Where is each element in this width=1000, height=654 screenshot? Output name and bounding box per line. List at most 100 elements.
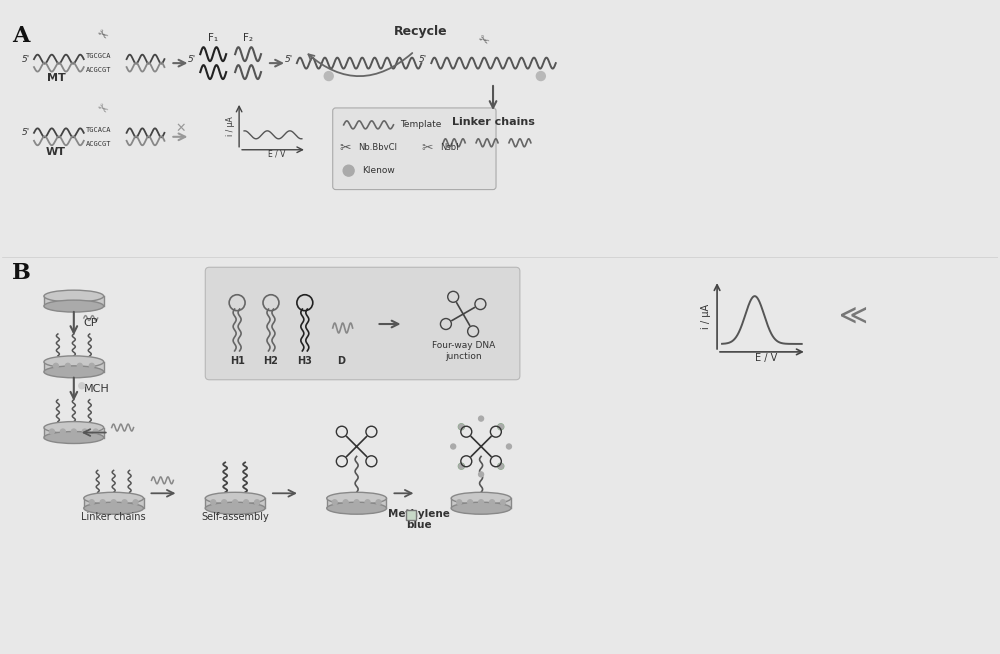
Circle shape xyxy=(376,500,381,505)
Circle shape xyxy=(459,464,464,469)
Ellipse shape xyxy=(205,492,265,504)
Text: Self-assembly: Self-assembly xyxy=(201,512,269,522)
Circle shape xyxy=(89,364,94,368)
Circle shape xyxy=(490,500,495,505)
Text: ✂: ✂ xyxy=(93,27,110,44)
Circle shape xyxy=(71,429,76,434)
Bar xyxy=(44,362,104,372)
Circle shape xyxy=(111,500,116,505)
Text: MCH: MCH xyxy=(84,384,110,394)
Text: ✂: ✂ xyxy=(340,141,351,155)
Bar xyxy=(327,498,386,508)
Text: ≪: ≪ xyxy=(839,302,868,330)
Circle shape xyxy=(498,463,504,469)
Circle shape xyxy=(82,429,87,434)
Text: H3: H3 xyxy=(297,356,312,366)
Circle shape xyxy=(211,500,216,505)
Circle shape xyxy=(324,71,333,80)
Bar xyxy=(84,498,144,508)
Text: TGCACA: TGCACA xyxy=(86,127,111,133)
Circle shape xyxy=(458,424,464,430)
Ellipse shape xyxy=(327,502,386,514)
Text: CP: CP xyxy=(84,318,98,328)
FancyBboxPatch shape xyxy=(333,108,496,190)
Text: ACGCGT: ACGCGT xyxy=(86,67,111,73)
Text: 5': 5' xyxy=(22,55,30,63)
Text: ACGCGT: ACGCGT xyxy=(86,141,111,146)
Circle shape xyxy=(354,500,359,505)
Ellipse shape xyxy=(44,432,104,443)
Text: i / μA: i / μA xyxy=(226,116,235,136)
Text: TGCGCA: TGCGCA xyxy=(86,53,111,59)
Circle shape xyxy=(133,500,138,505)
Circle shape xyxy=(343,500,348,505)
Text: D: D xyxy=(337,356,345,366)
Text: E / V: E / V xyxy=(755,353,777,363)
Ellipse shape xyxy=(205,502,265,514)
Circle shape xyxy=(332,500,337,505)
Text: NsbI: NsbI xyxy=(440,143,459,152)
Text: Linker chains: Linker chains xyxy=(452,117,534,127)
Circle shape xyxy=(498,424,504,430)
Circle shape xyxy=(49,429,54,434)
Text: H1: H1 xyxy=(230,356,245,366)
Text: Four-way DNA
junction: Four-way DNA junction xyxy=(432,341,495,361)
Text: Methylene
blue: Methylene blue xyxy=(388,509,450,530)
Ellipse shape xyxy=(44,290,104,302)
Text: E / V: E / V xyxy=(268,150,285,159)
Circle shape xyxy=(498,424,503,429)
Circle shape xyxy=(457,500,462,505)
Circle shape xyxy=(479,416,484,421)
Circle shape xyxy=(65,364,70,368)
Text: ✕: ✕ xyxy=(175,122,186,135)
Text: A: A xyxy=(12,26,29,47)
Ellipse shape xyxy=(451,502,511,514)
Text: Klenow: Klenow xyxy=(363,166,395,175)
Ellipse shape xyxy=(327,492,386,504)
Text: Template: Template xyxy=(400,120,442,129)
Bar xyxy=(44,296,104,306)
Text: B: B xyxy=(12,262,31,284)
Circle shape xyxy=(458,463,464,469)
Circle shape xyxy=(536,71,545,80)
Circle shape xyxy=(459,424,464,429)
Circle shape xyxy=(89,500,94,505)
Ellipse shape xyxy=(44,366,104,378)
Text: H2: H2 xyxy=(264,356,278,366)
Circle shape xyxy=(500,500,505,505)
Text: Nb.BbvCI: Nb.BbvCI xyxy=(359,143,398,152)
Circle shape xyxy=(60,429,65,434)
Bar xyxy=(205,498,265,508)
Circle shape xyxy=(122,500,127,505)
FancyBboxPatch shape xyxy=(205,267,520,380)
Circle shape xyxy=(343,165,354,176)
Text: F₁: F₁ xyxy=(208,33,218,43)
Ellipse shape xyxy=(84,502,144,514)
Circle shape xyxy=(451,444,456,449)
Text: 5': 5' xyxy=(188,55,196,63)
Text: 5': 5' xyxy=(285,55,293,63)
Ellipse shape xyxy=(44,300,104,312)
Circle shape xyxy=(100,500,105,505)
Text: 5': 5' xyxy=(22,128,30,137)
Bar xyxy=(406,510,416,520)
Circle shape xyxy=(233,500,238,505)
Circle shape xyxy=(222,500,227,505)
Text: WT: WT xyxy=(46,146,66,157)
Circle shape xyxy=(498,464,503,469)
Ellipse shape xyxy=(451,492,511,504)
Text: Linker chains: Linker chains xyxy=(81,512,146,522)
Circle shape xyxy=(479,472,484,477)
Circle shape xyxy=(255,500,260,505)
Text: Recycle: Recycle xyxy=(394,26,447,38)
Ellipse shape xyxy=(44,422,104,434)
Bar xyxy=(44,428,104,438)
Text: ✂: ✂ xyxy=(421,141,433,155)
Text: 5': 5' xyxy=(419,55,427,63)
Circle shape xyxy=(479,500,484,505)
Circle shape xyxy=(77,364,82,368)
Circle shape xyxy=(53,364,58,368)
Text: i / μA: i / μA xyxy=(701,303,711,328)
Ellipse shape xyxy=(44,356,104,368)
Circle shape xyxy=(468,500,473,505)
